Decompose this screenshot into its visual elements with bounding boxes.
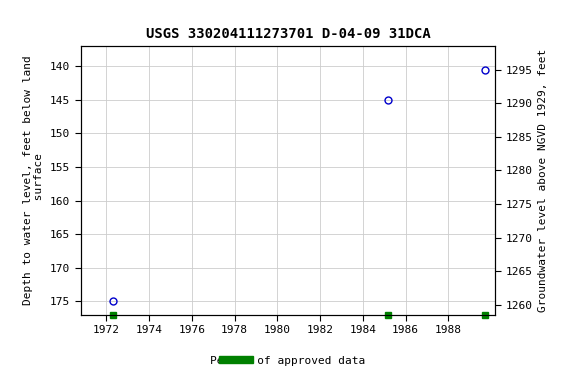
Y-axis label: Depth to water level, feet below land
 surface: Depth to water level, feet below land su…: [23, 56, 44, 305]
Title: USGS 330204111273701 D-04-09 31DCA: USGS 330204111273701 D-04-09 31DCA: [146, 27, 430, 41]
Text: Period of approved data: Period of approved data: [210, 356, 366, 366]
Y-axis label: Groundwater level above NGVD 1929, feet: Groundwater level above NGVD 1929, feet: [539, 49, 548, 312]
